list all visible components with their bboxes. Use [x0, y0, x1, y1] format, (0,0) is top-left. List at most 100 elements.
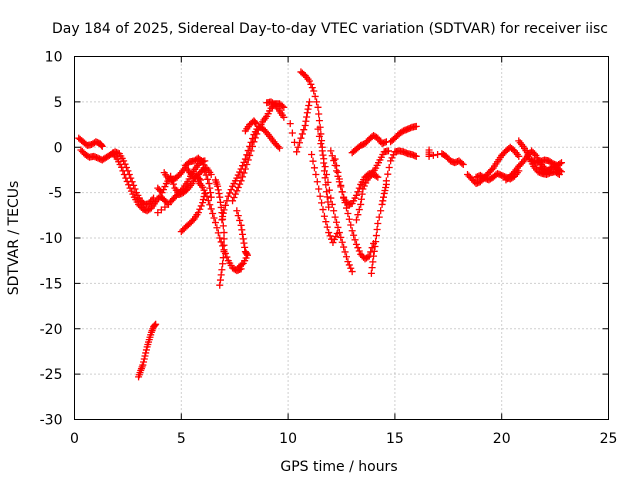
data-point — [200, 164, 208, 172]
data-point — [288, 129, 296, 137]
data-point — [154, 209, 162, 217]
data-point — [337, 233, 345, 241]
data-point — [354, 211, 362, 219]
data-point — [350, 231, 358, 239]
data-point — [344, 258, 352, 266]
data-point — [297, 134, 305, 142]
data-point — [317, 140, 325, 148]
x-axis-title: GPS time / hours — [280, 459, 397, 475]
data-point — [387, 157, 395, 165]
series-track-u — [331, 155, 382, 208]
y-axis-title: SDTVAR / TECUs — [6, 181, 22, 296]
data-point — [98, 141, 106, 149]
data-point — [123, 177, 131, 185]
series-track-x — [367, 180, 390, 277]
data-point — [244, 156, 252, 164]
data-point — [352, 191, 360, 199]
data-point — [303, 113, 311, 121]
data-point — [348, 227, 356, 235]
data-point — [330, 157, 338, 165]
data-point — [202, 171, 210, 179]
data-point — [377, 207, 385, 215]
data-point — [352, 216, 360, 224]
data-point — [459, 160, 467, 168]
data-point — [315, 132, 323, 140]
y-tick-label: -10 — [40, 231, 63, 247]
data-point — [327, 147, 335, 155]
data-point — [380, 193, 388, 201]
data-point — [298, 130, 306, 138]
data-point — [321, 174, 329, 182]
data-point — [205, 180, 213, 188]
data-point — [119, 167, 127, 175]
data-point — [236, 216, 244, 224]
data-point — [243, 250, 251, 258]
data-point — [323, 223, 331, 231]
data-point — [216, 276, 224, 284]
data-point — [206, 184, 214, 192]
data-point — [120, 157, 128, 165]
data-point — [374, 173, 382, 181]
series-track-g — [182, 154, 215, 201]
data-point — [368, 264, 376, 272]
series-track-z — [387, 122, 420, 146]
data-point — [219, 213, 227, 221]
data-point — [189, 216, 197, 224]
data-point — [300, 126, 308, 134]
data-point — [235, 263, 243, 271]
data-point — [360, 182, 368, 190]
data-point — [237, 221, 245, 229]
data-point — [122, 174, 130, 182]
data-point — [295, 139, 303, 147]
data-point — [370, 252, 378, 260]
data-point — [355, 247, 363, 255]
data-point — [241, 243, 249, 251]
data-point — [558, 159, 566, 167]
chart-ticks: 0 5 10 15 20 25 -30 -25 -20 -15 -10 -5 0 5 10 — [40, 50, 618, 448]
data-point — [209, 209, 217, 217]
data-point — [338, 238, 346, 246]
data-point — [372, 238, 380, 246]
data-point — [354, 188, 362, 196]
y-tick-label: -5 — [49, 186, 63, 202]
data-point — [318, 137, 326, 145]
data-point — [556, 160, 564, 168]
series-track-h — [177, 190, 209, 236]
data-point — [313, 98, 321, 106]
series-track-b — [77, 146, 158, 208]
y-tick-label: 0 — [54, 140, 63, 156]
data-point — [379, 197, 387, 205]
data-point — [219, 222, 227, 230]
data-point — [378, 200, 386, 208]
data-point — [347, 264, 355, 272]
data-point — [352, 240, 360, 248]
series-track-v — [348, 131, 390, 157]
data-point — [358, 190, 366, 198]
data-point — [362, 179, 370, 187]
data-point — [305, 102, 313, 110]
data-point — [374, 219, 382, 227]
data-point — [329, 239, 337, 247]
data-point — [151, 321, 159, 329]
data-point — [247, 147, 255, 155]
y-tick-label: 10 — [45, 50, 63, 66]
data-point — [230, 193, 238, 201]
data-point — [373, 226, 381, 234]
data-point — [314, 103, 322, 111]
data-point — [117, 163, 125, 171]
data-point — [98, 142, 106, 150]
data-point — [280, 103, 288, 111]
series-track-m — [233, 207, 252, 271]
data-point — [220, 229, 228, 237]
data-point — [330, 236, 338, 244]
series-track-w — [352, 147, 392, 224]
data-point — [305, 77, 313, 85]
data-point — [357, 195, 365, 203]
y-tick-label: -25 — [40, 367, 63, 383]
data-point — [152, 320, 160, 328]
data-point — [241, 165, 249, 173]
data-point — [331, 155, 339, 163]
series-track-q — [297, 68, 333, 211]
data-point — [178, 186, 186, 194]
